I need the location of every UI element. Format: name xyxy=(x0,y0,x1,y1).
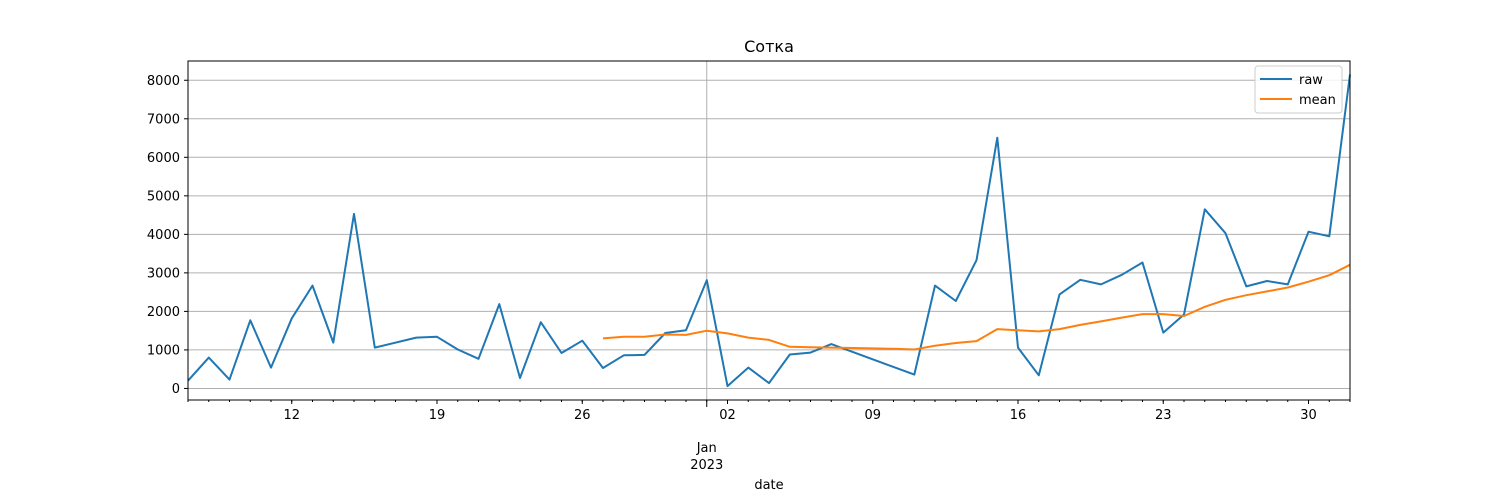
x-tick-label: 16 xyxy=(1010,408,1027,423)
x-year-label: 2023 xyxy=(690,458,723,473)
x-month-label: Jan xyxy=(696,441,717,456)
y-tick-label: 0 xyxy=(172,382,180,397)
series-line-mean xyxy=(602,263,1351,351)
grid xyxy=(188,61,1350,400)
x-tick-label: 02 xyxy=(719,408,736,423)
x-tick-label: 30 xyxy=(1300,408,1317,423)
y-tick-label: 7000 xyxy=(147,112,180,127)
axes: 0 1000 2000 3000 4000 5000 6000 7000 8000 12 19 26 0… xyxy=(147,74,1351,473)
legend-label-raw: raw xyxy=(1299,73,1323,88)
series-line-raw xyxy=(187,74,1351,388)
y-tick-label: 3000 xyxy=(147,266,180,281)
x-tick-label: 12 xyxy=(283,408,300,423)
x-tick-label: 19 xyxy=(429,408,446,423)
y-tick-label: 6000 xyxy=(147,151,180,166)
x-tick-label: 09 xyxy=(864,408,881,423)
y-tick-label: 2000 xyxy=(147,305,180,320)
x-tick-label: 26 xyxy=(574,408,591,423)
y-tick-label: 8000 xyxy=(147,74,180,89)
legend: raw mean xyxy=(1254,65,1343,114)
legend-label-mean: mean xyxy=(1299,93,1336,108)
x-axis-label: date xyxy=(754,478,783,493)
y-tick-label: 1000 xyxy=(147,343,180,358)
x-tick-label: 23 xyxy=(1155,408,1172,423)
y-tick-label: 4000 xyxy=(147,228,180,243)
chart-title: Сотка xyxy=(744,37,794,56)
series-lines xyxy=(187,74,1351,388)
y-tick-label: 5000 xyxy=(147,189,180,204)
legend-box xyxy=(1254,65,1343,114)
